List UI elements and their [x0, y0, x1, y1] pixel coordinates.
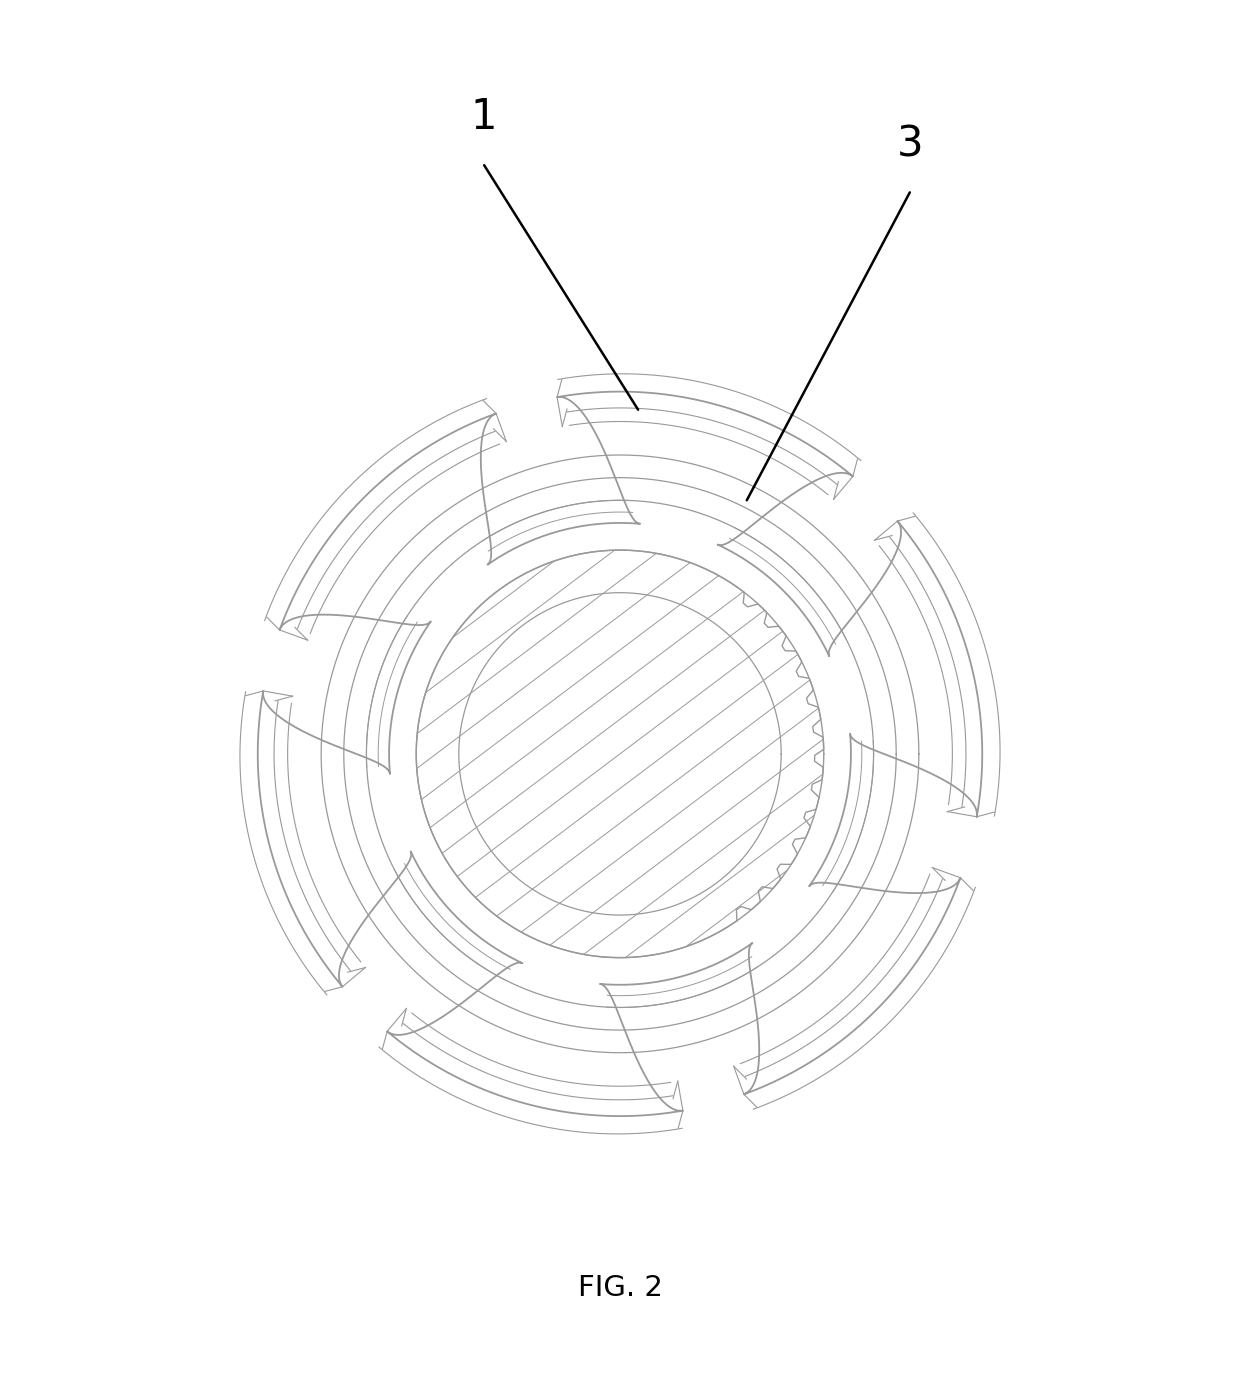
- Circle shape: [417, 550, 823, 958]
- Text: 3: 3: [897, 124, 923, 165]
- Text: 1: 1: [471, 96, 497, 138]
- Text: FIG. 2: FIG. 2: [578, 1275, 662, 1302]
